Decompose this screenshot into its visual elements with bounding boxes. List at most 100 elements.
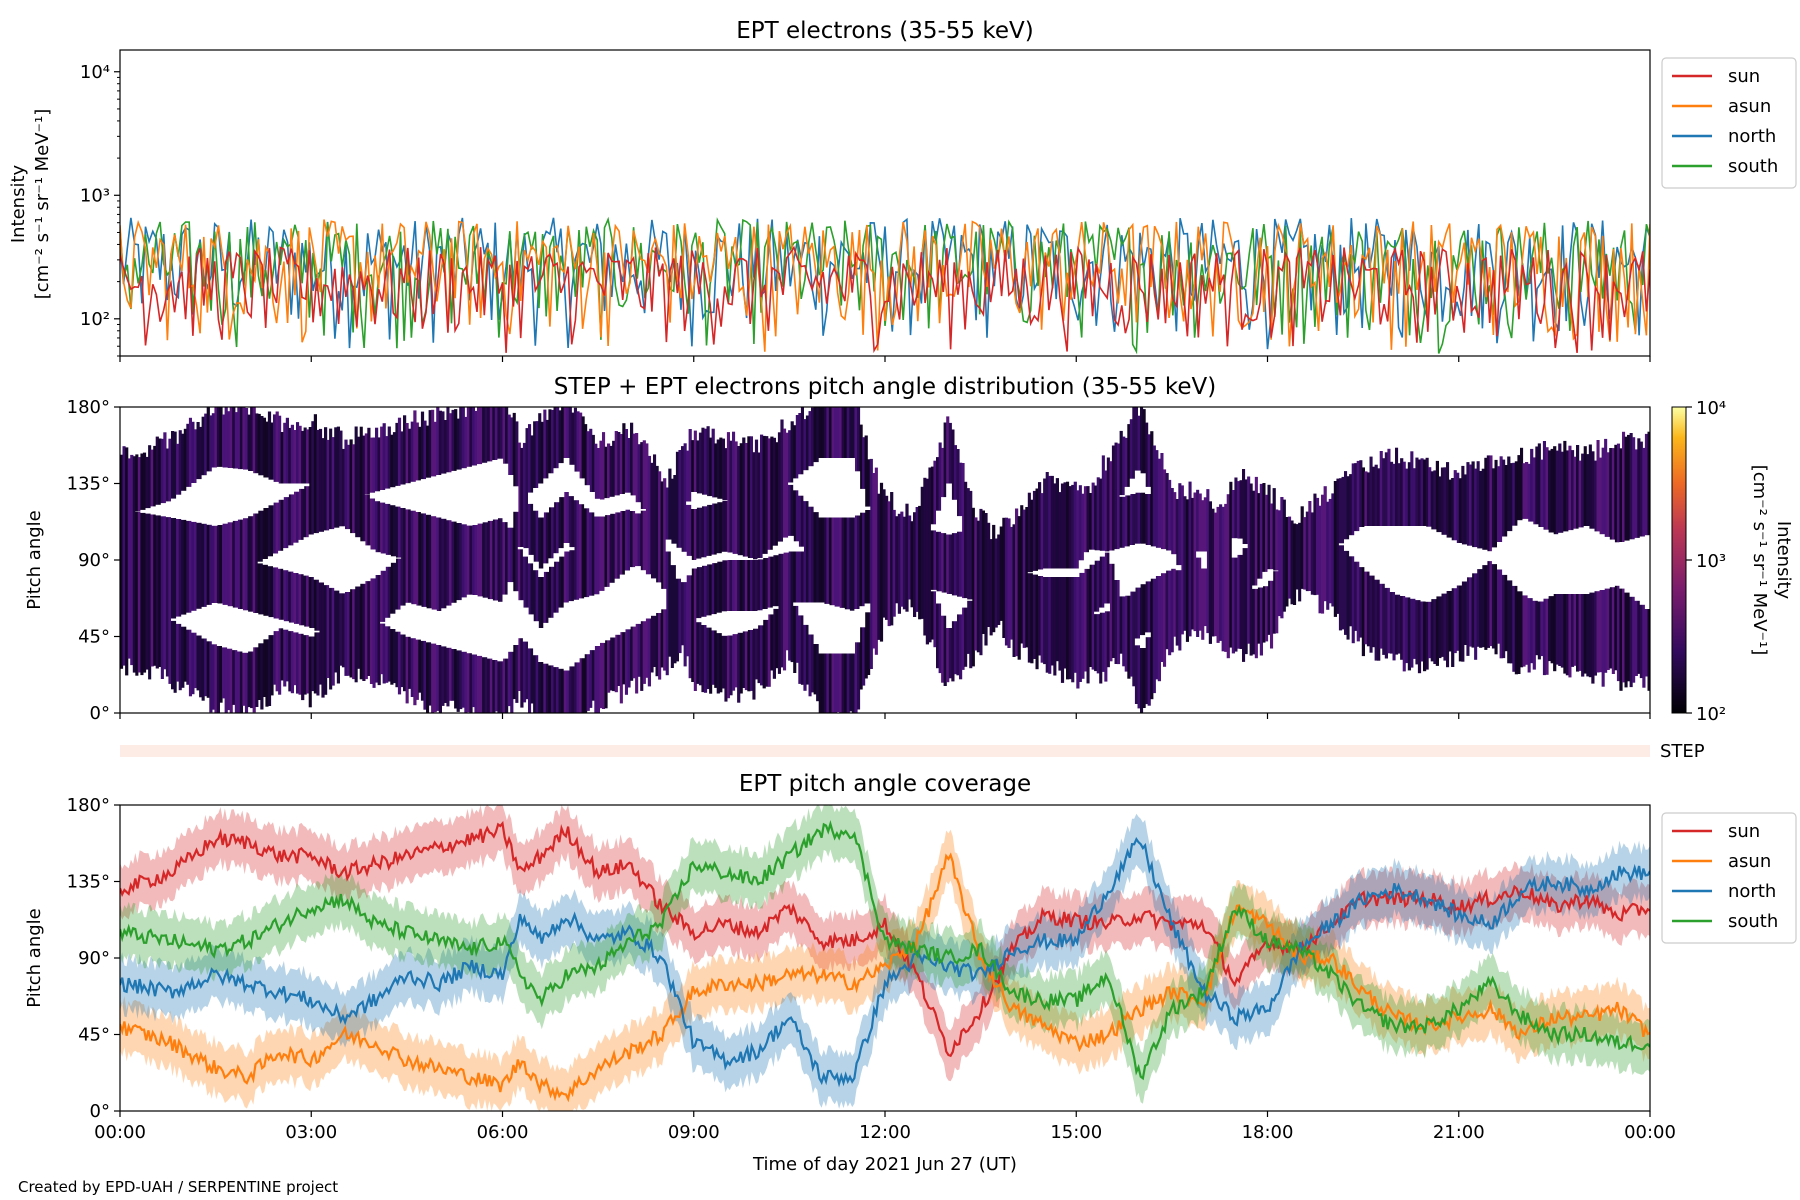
heatmap-cell — [969, 490, 973, 669]
heatmap-cell — [821, 407, 825, 713]
heatmap-cell — [1221, 506, 1225, 652]
heatmap-cell — [125, 447, 129, 676]
legend-label-south: south — [1728, 156, 1778, 177]
heatmap-cell — [469, 407, 473, 713]
heatmap-gap — [813, 462, 820, 513]
heatmap-gap — [1124, 546, 1131, 596]
heatmap-gap — [492, 460, 498, 520]
heatmap-gap — [1114, 549, 1121, 580]
heatmap-gap — [1553, 534, 1559, 594]
heatmap-gap — [522, 607, 529, 642]
heatmap-cell — [591, 434, 595, 701]
heatmap-gap — [288, 622, 294, 632]
heatmap-cell — [609, 445, 613, 691]
heatmap-cell — [757, 452, 761, 684]
colorbar — [1671, 406, 1687, 714]
heatmap-gap — [1104, 603, 1110, 612]
legend-label-asun: asun — [1728, 96, 1771, 117]
heatmap-cell — [1267, 484, 1271, 635]
heatmap-cell — [405, 423, 409, 704]
heatmap-gap — [1140, 473, 1146, 493]
heatmap-cell — [941, 447, 945, 683]
heatmap-cell — [622, 423, 626, 685]
heatmap-gap — [477, 464, 483, 524]
heatmap-gap — [721, 611, 728, 636]
heatmap-cell — [1336, 478, 1340, 614]
x-tick-label: 06:00 — [477, 1122, 529, 1143]
y-tick-label: 45° — [78, 1025, 110, 1046]
heatmap-gap — [227, 606, 233, 649]
heatmap-gap — [176, 494, 182, 519]
heatmap-cell — [237, 407, 241, 713]
heatmap-gap — [1201, 551, 1207, 569]
heatmap-gap — [273, 481, 279, 503]
heatmap-gap — [533, 561, 539, 571]
heatmap-cell — [1249, 483, 1253, 656]
heatmap-gap — [385, 617, 391, 627]
heatmap-gap — [206, 471, 213, 525]
heatmap-gap — [502, 594, 509, 659]
heatmap-cell — [1219, 504, 1223, 641]
heatmap-gap — [216, 603, 223, 646]
heatmap-gap — [650, 578, 657, 616]
y-tick-label: 180° — [67, 795, 110, 816]
heatmap-cell — [630, 422, 634, 681]
heatmap-gap — [313, 533, 320, 580]
heatmap-gap — [186, 486, 192, 521]
heatmap-gap — [568, 464, 575, 497]
heatmap-cell — [1094, 485, 1098, 672]
heatmap-cell — [273, 414, 277, 685]
heatmap-cell — [232, 407, 236, 705]
heatmap-gap — [1160, 549, 1167, 574]
heatmap-gap — [563, 543, 570, 552]
heatmap-gap — [1109, 550, 1116, 564]
intensity-title: EPT electrons (35-55 keV) — [736, 18, 1033, 44]
heatmap-cell — [214, 407, 218, 713]
heatmap-gap — [762, 609, 769, 620]
heatmap-gap — [1175, 565, 1182, 571]
heatmap-gap — [624, 492, 631, 510]
heatmap-gap — [1145, 486, 1151, 494]
heatmap-gap — [211, 467, 218, 526]
x-tick-label: 09:00 — [668, 1122, 720, 1143]
heatmap-cell — [994, 538, 998, 628]
heatmap-gap — [793, 478, 799, 491]
colorbar-tick-label: 10⁴ — [1696, 398, 1726, 419]
heatmap-gap — [1400, 526, 1406, 596]
heatmap-cell — [145, 456, 149, 670]
heatmap-gap — [1512, 525, 1518, 586]
heatmap-gap — [691, 560, 697, 569]
heatmap-cell — [426, 425, 430, 713]
heatmap-gap — [1145, 632, 1151, 638]
heatmap-cell — [1089, 493, 1093, 667]
heatmap-gap — [1344, 539, 1350, 551]
heatmap-cell — [489, 407, 493, 713]
heatmap-cell — [915, 507, 919, 612]
heatmap-gap — [568, 547, 575, 551]
heatmap-cell — [408, 428, 412, 689]
heatmap-cell — [936, 457, 940, 669]
heatmap-gap — [400, 605, 407, 635]
heatmap-cell — [951, 429, 955, 682]
heatmap-gap — [497, 458, 504, 519]
series-line-asun — [120, 219, 1650, 352]
heatmap-gap — [242, 469, 249, 519]
heatmap-gap — [471, 595, 478, 655]
heatmap-gap — [369, 549, 376, 579]
heatmap-cell — [1295, 524, 1299, 590]
heatmap-cell — [1275, 509, 1279, 634]
pad-y-ticks: 0° 45° 90° 135° 180° — [67, 397, 120, 724]
heatmap-cell — [250, 407, 254, 709]
heatmap-gap — [191, 483, 198, 522]
heatmap-gap — [1364, 526, 1371, 572]
heatmap-cell — [867, 459, 871, 675]
heatmap-cell — [459, 407, 463, 710]
intensity-x-ticks — [119, 356, 1651, 362]
heatmap-gap — [354, 537, 361, 587]
heatmap-cell — [971, 507, 975, 667]
heatmap-cell — [499, 407, 504, 713]
heatmap-cell — [1224, 503, 1228, 652]
heatmap-cell — [165, 448, 169, 677]
credit-text: Created by EPD-UAH / SERPENTINE project — [18, 1178, 338, 1196]
heatmap-gap — [803, 470, 810, 502]
